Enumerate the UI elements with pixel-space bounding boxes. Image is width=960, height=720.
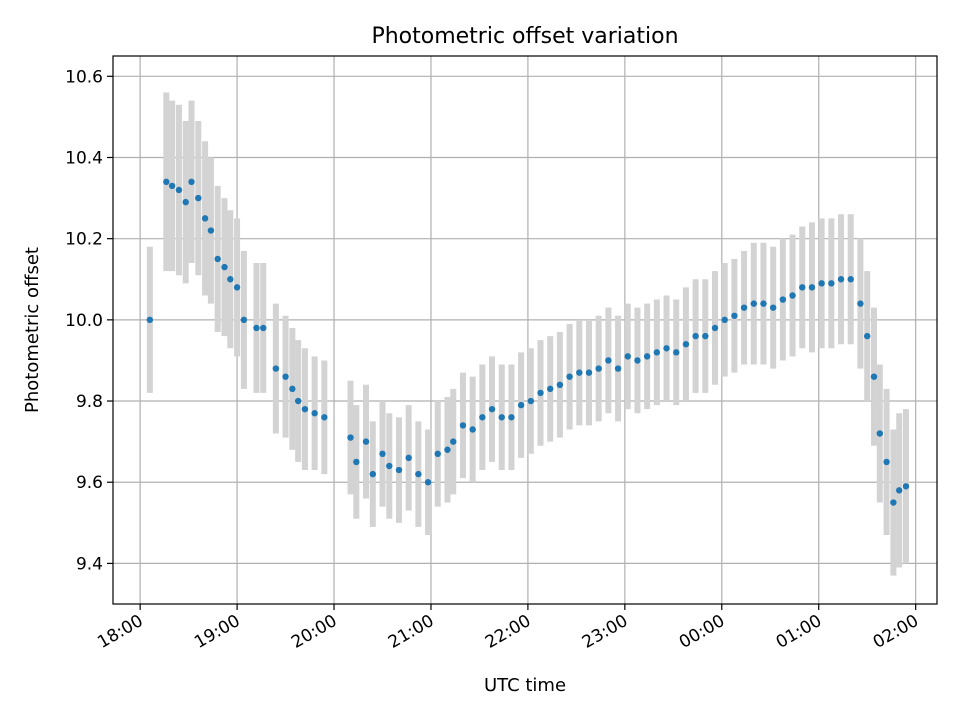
data-point (347, 434, 354, 441)
data-point (864, 332, 871, 340)
data-point (146, 316, 154, 324)
data-point (595, 365, 602, 372)
data-point (379, 450, 386, 458)
data-point (321, 414, 328, 421)
plot-frame (112, 55, 938, 605)
data-point (207, 227, 215, 234)
data-point (311, 410, 318, 417)
data-point (721, 316, 728, 324)
data-point (233, 284, 241, 291)
data-point (883, 458, 890, 466)
data-point (415, 470, 422, 478)
data-point (769, 304, 777, 311)
data-point (902, 483, 910, 490)
x-axis-label: UTC time (484, 675, 566, 696)
data-point (182, 198, 189, 206)
data-point (808, 284, 816, 291)
data-point (175, 186, 183, 194)
data-point (434, 450, 441, 458)
y-tick-label: 10.2 (65, 230, 103, 250)
data-point (870, 373, 878, 380)
data-point (692, 332, 699, 340)
data-point (498, 414, 505, 421)
data-point (750, 300, 757, 307)
data-point (799, 284, 806, 291)
data-point (566, 373, 573, 380)
data-point (201, 215, 209, 222)
data-point (240, 316, 248, 324)
data-point (857, 300, 864, 307)
data-point (779, 296, 787, 303)
data-point (214, 255, 221, 263)
data-point (227, 276, 234, 283)
data-point (469, 426, 476, 433)
data-point (643, 353, 651, 360)
data-point (369, 470, 377, 478)
data-point (895, 487, 903, 494)
data-point (450, 438, 457, 445)
data-point (282, 373, 289, 380)
data-point (188, 178, 195, 186)
data-point (789, 292, 796, 299)
data-point (424, 479, 432, 486)
data-point (272, 365, 280, 372)
data-point (508, 414, 515, 421)
data-point (876, 430, 884, 437)
data-point (731, 312, 738, 319)
data-point (444, 446, 451, 453)
data-point (168, 182, 176, 190)
data-point (301, 405, 309, 413)
y-tick-label: 10.0 (65, 311, 103, 331)
data-point (711, 324, 719, 332)
y-tick-label: 10.6 (65, 67, 103, 87)
y-tick-label: 9.8 (76, 392, 103, 412)
data-point (760, 300, 767, 307)
data-point (634, 357, 641, 364)
chart-title: Photometric offset variation (371, 24, 678, 49)
data-point (576, 369, 583, 376)
data-point (479, 414, 486, 421)
y-axis-label: Photometric offset (22, 247, 43, 413)
data-point (289, 385, 296, 393)
data-point (537, 389, 544, 397)
data-point (517, 401, 525, 409)
data-point (585, 369, 593, 376)
data-point (702, 332, 709, 340)
data-point (362, 438, 370, 445)
data-points (146, 178, 910, 506)
data-point (527, 397, 535, 405)
data-point (682, 341, 690, 348)
data-point (614, 365, 622, 372)
data-point (673, 349, 680, 356)
data-point (163, 178, 170, 186)
data-point (740, 304, 748, 311)
data-point (395, 466, 403, 474)
data-point (828, 280, 835, 287)
data-point (818, 280, 825, 287)
data-point (386, 462, 393, 470)
data-point (405, 454, 412, 462)
data-point (260, 324, 267, 332)
y-tick-label: 10.4 (65, 148, 103, 168)
data-point (624, 353, 631, 360)
data-point (195, 194, 202, 202)
data-point (890, 499, 897, 506)
data-point (488, 405, 496, 413)
data-point (459, 422, 467, 429)
data-point (221, 263, 228, 271)
data-point (353, 458, 360, 466)
y-tick-label: 9.6 (76, 473, 103, 493)
data-point (547, 385, 554, 393)
data-point (294, 397, 302, 405)
data-point (556, 381, 564, 388)
data-point (837, 276, 845, 283)
y-tick-label: 9.4 (76, 554, 103, 574)
data-point (605, 357, 612, 364)
data-point (847, 276, 854, 283)
data-point (253, 324, 260, 332)
data-point (653, 349, 661, 356)
data-point (663, 345, 670, 352)
